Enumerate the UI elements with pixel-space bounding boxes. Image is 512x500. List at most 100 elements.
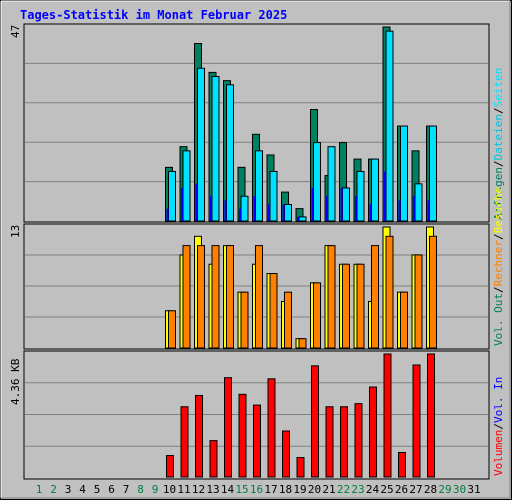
bars-top [165,26,437,222]
legend-bot-item-1: / [492,423,505,430]
bar-seiten-day-20 [311,187,314,221]
chart-title: Tages-Statistik im Monat Februar 2025 [20,8,287,22]
bar-seiten-day-16 [253,196,256,221]
bar-dateien-day-10 [168,170,176,222]
day-label-22: 22 [337,483,350,496]
bar-seiten-day-17 [268,204,270,221]
bar-dateien-day-14 [226,84,234,222]
bar-volumen-day-11 [180,406,189,478]
day-label-14: 14 [221,483,235,496]
bar-rechner-day-19 [298,338,307,349]
day-label-25: 25 [380,483,393,496]
bar-volumen-day-24 [369,386,377,478]
bar-rechner-day-20 [313,282,321,349]
bar-rechner-day-16 [255,245,263,349]
day-label-3: 3 [65,483,72,496]
day-label-12: 12 [192,483,205,496]
day-label-27: 27 [409,483,422,496]
bar-volumen-day-25 [383,353,392,478]
legend-mid-item-4: Besuche [492,187,505,233]
bar-rechner-day-10 [168,310,176,349]
bar-rechner-day-13 [211,245,220,349]
bar-seiten-day-26 [398,200,401,221]
bar-volumen-day-28 [427,353,435,478]
bars-bottom [166,353,435,478]
legend-top-item-3: / [492,107,505,114]
bar-seiten-day-25 [384,171,386,221]
day-label-5: 5 [94,483,101,496]
day-label-16: 16 [250,483,263,496]
bar-rechner-day-14 [226,245,234,349]
bar-dateien-day-22 [342,187,350,222]
bar-volumen-day-16 [253,404,261,478]
bar-dateien-day-16 [255,150,263,222]
bar-rechner-day-11 [182,245,191,349]
day-label-10: 10 [163,483,176,496]
day-label-7: 7 [123,483,130,496]
day-label-17: 17 [264,483,277,496]
day-label-15: 15 [235,483,248,496]
bar-rechner-day-24 [371,245,379,349]
bar-dateien-day-28 [429,125,437,222]
bar-dateien-day-11 [182,150,191,222]
legend-bot-item-2: Vol. In [492,377,505,423]
bar-seiten-day-28 [427,200,430,221]
legend-top-item-2: Dateien [492,114,505,160]
day-label-28: 28 [424,483,437,496]
bar-volumen-day-19 [296,457,305,478]
day-label-18: 18 [279,483,292,496]
bar-rechner-day-21 [327,245,336,349]
legend-mid-item-2: Rechner [492,240,505,287]
legend-bot-item-0: Volumen [492,430,505,476]
day-label-26: 26 [395,483,408,496]
bar-seiten-day-24 [369,204,372,221]
bar-volumen-day-18 [282,430,290,478]
bar-dateien-day-23 [356,170,365,222]
legend-bottom: Volumen/Vol. In [492,377,505,476]
day-label-24: 24 [366,483,380,496]
bar-dateien-day-25 [385,30,394,222]
ymax-label-middle: 13 [9,225,22,238]
day-label-30: 30 [453,483,466,496]
bar-dateien-day-24 [371,158,379,222]
legend-top-item-1: / [492,160,505,167]
bar-rechner-day-15 [240,291,249,349]
bar-seiten-day-10 [166,208,169,221]
bar-volumen-day-10 [166,455,174,478]
bar-dateien-day-19 [298,216,307,222]
bar-dateien-day-20 [313,142,321,222]
legend-top-item-0: Anfragen [492,167,505,220]
bar-volumen-day-21 [325,406,334,478]
legend-mid-item-0: Vol. Out [492,293,505,346]
ymax-label-top: 47 [9,25,22,38]
bar-seiten-day-27 [413,196,415,221]
legend-top: Anfragen/Dateien/Seiten [492,68,505,220]
day-label-11: 11 [177,483,190,496]
day-label-20: 20 [308,483,321,496]
bar-rechner-day-23 [356,263,365,349]
day-label-21: 21 [322,483,335,496]
bar-volumen-day-22 [340,406,348,478]
day-label-23: 23 [351,483,364,496]
bar-seiten-day-12 [195,183,198,221]
bar-rechner-day-25 [385,235,394,349]
day-label-19: 19 [293,483,306,496]
bar-seiten-day-23 [355,196,357,221]
bar-rechner-day-26 [400,291,408,349]
bar-volumen-day-12 [195,394,203,478]
legend-top-item-4: Seiten [492,68,505,108]
day-label-2: 2 [50,483,57,496]
bar-dateien-day-15 [240,195,249,222]
bar-volumen-day-20 [311,365,319,478]
day-label-9: 9 [152,483,159,496]
day-labels: 1 2 3 4 5 6 7 8 9 10 11 12 13 14 15 16 17 18 19 20 21 22 23 24 2… [36,483,481,496]
legend-middle: Vol. Out/Rechner/Besuche [492,187,505,346]
bar-volumen-day-17 [267,378,276,478]
bar-volumen-day-13 [209,440,218,478]
bar-dateien-day-13 [211,76,220,222]
day-label-29: 29 [438,483,451,496]
bar-dateien-day-18 [284,203,292,222]
bar-seiten-day-14 [224,200,227,221]
day-label-31: 31 [467,483,480,496]
